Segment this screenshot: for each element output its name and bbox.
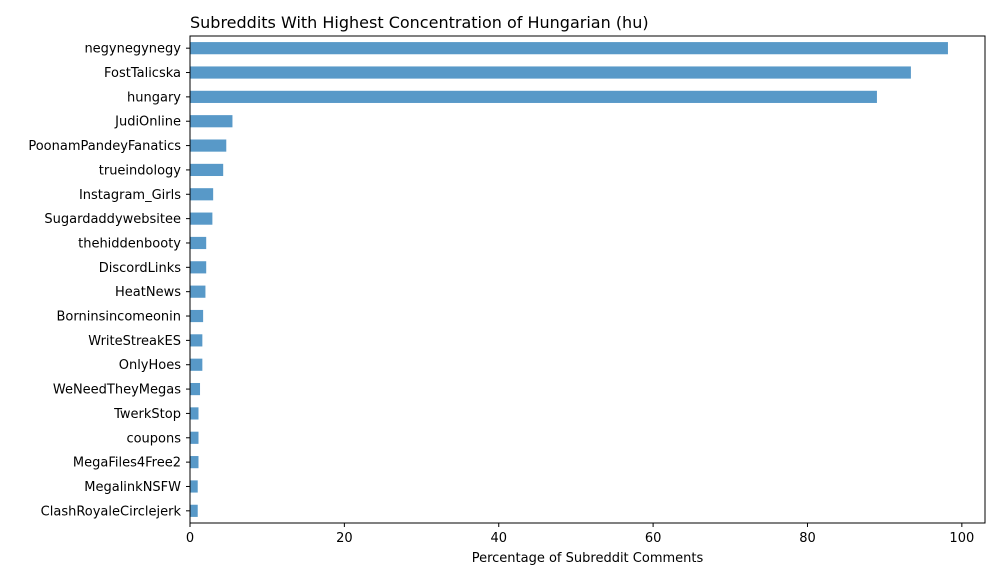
category-labels: negynegynegy FostTalicska hungary JudiOnlin… [28,42,190,519]
axes-frame [189,35,986,524]
category-label: Borninsincomeonin [56,310,181,325]
category-label: trueindology [99,163,182,178]
bar-WriteStreakES [190,334,203,347]
bar-DiscordLinks [190,261,207,274]
x-tick-label: 80 [799,531,816,546]
category-label: coupons [126,431,181,446]
category-label: Sugardaddywebsitee [44,212,181,227]
bar-WeNeedTheyMegas [190,382,201,396]
bar-ClashRoyaleCirclejerk [190,504,198,517]
category-label: MegaFiles4Free2 [73,456,181,471]
bar-HeatNews [190,285,206,298]
bar-OnlyHoes [190,358,203,371]
chart-title: Subreddits With Highest Concentration of… [190,13,649,32]
x-tick-label: 20 [336,531,353,546]
bar-MegalinkNSFW [190,480,198,493]
category-label: TwerkStop [113,407,181,422]
bar-coupons [190,431,199,444]
bar-thehiddenbooty [190,236,207,250]
category-label: FostTalicska [104,66,181,81]
bar-Borninsincomeonin [190,309,204,323]
category-label: HeatNews [115,285,181,300]
bar-JudiOnline [190,115,233,128]
bar-negynegynegy [190,42,948,55]
x-axis-ticks: 0 20 40 60 80 100 [186,523,974,546]
category-label: DiscordLinks [99,261,181,276]
x-axis-label: Percentage of Subreddit Comments [472,551,704,566]
category-label: PoonamPandeyFanatics [28,139,181,154]
category-label: WriteStreakES [88,334,181,349]
bar-Instagram_Girls [190,188,214,201]
category-label: MegalinkNSFW [84,480,181,495]
bar-MegaFiles4Free2 [190,456,199,469]
bars-group [190,42,948,517]
bar-hungary [190,90,877,103]
x-tick-label: 100 [949,531,974,546]
x-tick-label: 40 [490,531,507,546]
bar-trueindology [190,163,224,177]
category-label: ClashRoyaleCirclejerk [41,504,182,519]
bar-Sugardaddywebsitee [190,212,213,225]
x-tick-label: 0 [186,531,194,546]
category-label: thehiddenbooty [78,236,181,251]
x-tick-label: 60 [645,531,662,546]
category-label: OnlyHoes [119,358,182,373]
category-label: JudiOnline [114,115,181,130]
category-label: WeNeedTheyMegas [53,383,181,398]
bar-TwerkStop [190,407,199,420]
category-label: hungary [127,90,181,105]
category-label: Instagram_Girls [79,188,181,203]
bar-PoonamPandeyFanatics [190,139,227,152]
plot-frame [189,35,986,524]
category-label: negynegynegy [84,42,181,57]
bar-FostTalicska [190,66,911,79]
